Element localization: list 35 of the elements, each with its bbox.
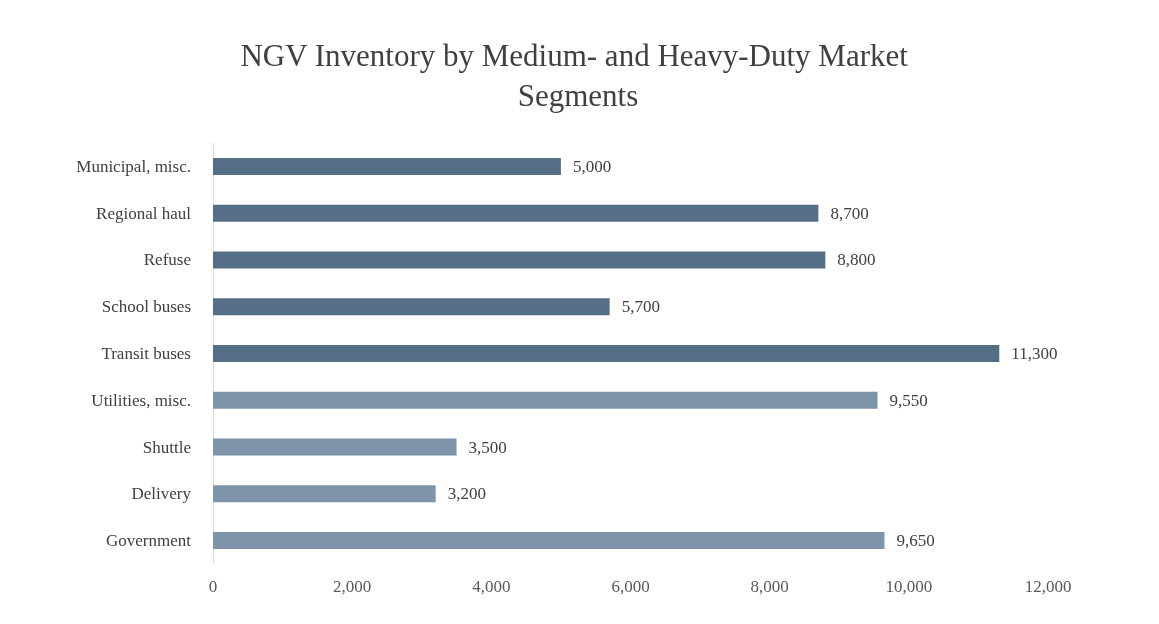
data-label: 11,300: [1011, 344, 1058, 363]
data-label: 3,500: [468, 437, 507, 457]
x-tick-label: 10,000: [885, 577, 933, 596]
data-label: 5,700: [621, 297, 660, 317]
x-tick-label: 0: [208, 577, 218, 596]
bar: [213, 251, 826, 269]
y-tick-label: Transit buses: [101, 344, 191, 363]
y-tick-label: Shuttle: [142, 437, 191, 457]
y-tick-label: Government: [106, 531, 192, 551]
data-label: 9,650: [896, 531, 935, 551]
bar: [213, 157, 561, 175]
x-tick-label: 8,000: [750, 577, 789, 596]
x-tick-label: 6,000: [611, 577, 650, 596]
bar: [213, 438, 457, 456]
bar: [213, 298, 610, 316]
y-tick-label: Municipal, misc.: [76, 156, 191, 176]
bar: [213, 345, 1000, 362]
y-tick-label: School buses: [101, 297, 191, 317]
bar: [213, 485, 436, 503]
chart-title: NGV Inventory by Medium- and Heavy-Duty Market Segments: [240, 37, 916, 113]
x-tick-label: 2,000: [333, 577, 372, 596]
data-label: 3,200: [447, 484, 486, 504]
y-tick-label: Delivery: [131, 484, 192, 504]
bar: [213, 532, 885, 550]
x-tick-label: 4,000: [472, 577, 511, 596]
y-tick-label: Utilities, misc.: [91, 390, 191, 410]
x-tick-label: 12,000: [1024, 577, 1072, 596]
data-label: 9,550: [889, 390, 928, 410]
data-label: 8,700: [830, 203, 869, 223]
data-label: 5,000: [572, 156, 612, 176]
y-tick-label: Regional haul: [96, 203, 192, 223]
y-tick-label: Refuse: [143, 250, 191, 270]
bar: [213, 391, 878, 409]
bar: [213, 204, 819, 222]
data-label: 8,800: [837, 250, 876, 270]
